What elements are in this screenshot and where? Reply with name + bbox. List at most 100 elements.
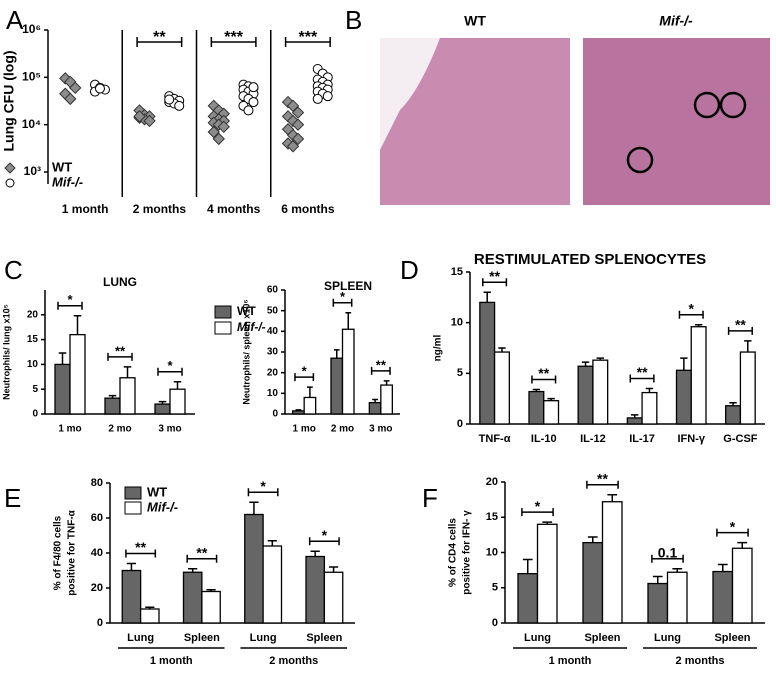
y-tick-label: 50 xyxy=(267,305,279,316)
legend-swatch xyxy=(214,321,232,335)
bar xyxy=(641,391,658,425)
y-axis-label: Lung CFU (log) xyxy=(1,50,17,151)
bar xyxy=(121,569,142,624)
panel: E 0 20 40 60 80 % of F4/80 cells positive for T… xyxy=(4,477,355,667)
x-tick-label: 6 months xyxy=(281,202,335,216)
y-axis-label: % of CD4 cells xyxy=(448,518,459,587)
significance-label: ** xyxy=(135,539,146,555)
error-bar xyxy=(249,501,259,515)
y-tick-label: 15 xyxy=(451,266,463,278)
bar xyxy=(690,326,707,425)
x-tick-label: IL-10 xyxy=(531,433,557,445)
airspace xyxy=(380,38,440,150)
data-point xyxy=(164,94,175,105)
data-point xyxy=(133,110,146,123)
data-point xyxy=(291,118,305,131)
error-bar xyxy=(645,387,654,393)
chart-title: LUNG xyxy=(103,275,137,289)
bar xyxy=(104,397,121,415)
bar xyxy=(262,545,283,624)
x-tick-label: Spleen xyxy=(184,632,220,644)
error-bar xyxy=(729,401,737,406)
y-tick-label: 5 xyxy=(457,367,463,379)
data-point xyxy=(207,125,220,139)
data-point xyxy=(69,81,82,95)
y-axis-label: positive for IFN- γ xyxy=(462,510,473,595)
bar xyxy=(543,400,560,425)
error-bar xyxy=(532,388,541,392)
bar xyxy=(201,590,221,624)
significance-bracket xyxy=(629,374,655,383)
legend-label: WT xyxy=(52,159,72,174)
error-bar xyxy=(672,567,683,573)
bar xyxy=(182,571,203,624)
error-bar xyxy=(694,323,703,327)
y-tick-label: 20 xyxy=(27,309,39,320)
y-tick-label: 20 xyxy=(91,582,103,594)
y-axis-label: Neutrophils/ lung x10⁵ xyxy=(1,304,11,400)
y-tick-label: 80 xyxy=(91,477,103,489)
error-bar xyxy=(295,409,302,411)
bar xyxy=(479,301,496,425)
significance-bracket xyxy=(136,37,183,47)
error-bar xyxy=(108,394,117,399)
data-point xyxy=(243,105,254,116)
significance-bracket xyxy=(157,367,183,376)
error-bar xyxy=(483,291,491,303)
error-bar xyxy=(173,381,182,390)
significance-bracket xyxy=(57,301,83,310)
y-tick-label: 10³ xyxy=(24,164,41,178)
error-bar xyxy=(581,361,590,367)
panel-letter: C xyxy=(4,255,23,285)
significance-bracket xyxy=(678,310,704,319)
y-tick-label: 15 xyxy=(27,334,39,345)
significance-bracket xyxy=(332,298,353,307)
significance-label: * xyxy=(535,498,541,514)
error-bar xyxy=(498,347,506,353)
error-bar xyxy=(328,566,339,573)
y-tick-label: 15 xyxy=(486,511,498,523)
panel-letter: F xyxy=(422,483,438,513)
y-tick-label: 0 xyxy=(492,617,498,629)
x-tick-label: G-CSF xyxy=(723,433,758,445)
y-tick-label: 30 xyxy=(267,347,279,358)
significance-bracket xyxy=(531,375,557,384)
bar xyxy=(731,547,753,624)
error-bar xyxy=(267,540,277,546)
error-bar xyxy=(73,315,82,335)
error-bar xyxy=(522,558,533,574)
y-tick-label: 10⁴ xyxy=(22,117,41,131)
y-tick-label: 0 xyxy=(457,418,463,430)
significance-bracket xyxy=(716,528,749,537)
x-tick-label: Spleen xyxy=(584,632,620,644)
x-tick-label: 2 mo xyxy=(331,424,354,435)
legend-swatch xyxy=(214,305,232,319)
x-tick-label: Lung xyxy=(524,632,551,644)
legend-label: Mif-/- xyxy=(52,174,83,189)
panel: D RESTIMULATED SPLENOCYTES 0 5 10 15 ng/ml TNF-… xyxy=(400,251,765,445)
significance-label: 0.1 xyxy=(658,544,678,560)
error-bar xyxy=(652,575,663,584)
error-bar xyxy=(744,340,752,353)
significance-label: * xyxy=(67,292,73,307)
significance-bracket xyxy=(125,549,157,558)
y-tick-label: 60 xyxy=(267,285,279,296)
error-bar xyxy=(383,380,390,386)
y-tick-label: 0 xyxy=(32,409,38,420)
error-bar xyxy=(587,536,598,543)
legend-label: Mif-/- xyxy=(237,320,266,334)
significance-label: * xyxy=(689,300,695,316)
panel-letter: B xyxy=(345,5,362,35)
significance-bracket xyxy=(727,326,753,335)
data-point xyxy=(248,82,259,93)
bar xyxy=(169,388,186,415)
bar xyxy=(712,570,734,624)
data-point xyxy=(94,83,105,94)
highlight-circle xyxy=(693,91,721,119)
bar xyxy=(592,359,609,425)
y-tick-label: 10 xyxy=(27,359,39,370)
y-tick-label: 5 xyxy=(32,384,38,395)
panel-letter: D xyxy=(400,255,419,285)
bar xyxy=(139,608,160,624)
data-point xyxy=(286,99,300,113)
